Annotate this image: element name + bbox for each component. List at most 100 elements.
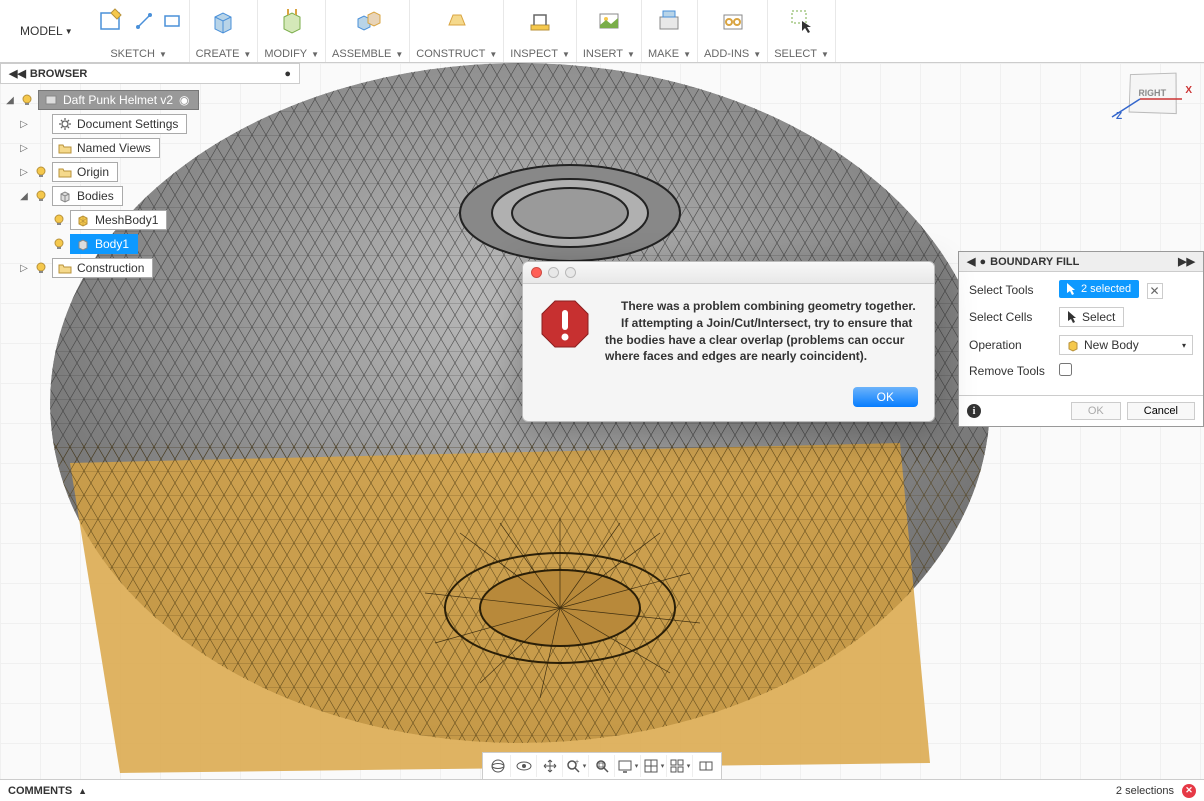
select-group: SELECT▼ (768, 0, 836, 62)
tree-item[interactable]: ▷ Origin (0, 160, 300, 184)
sketch-label[interactable]: SKETCH▼ (110, 48, 167, 60)
viewports-icon[interactable]: ▾ (667, 755, 693, 777)
error-indicator-icon[interactable]: ✕ (1182, 784, 1196, 798)
remove-tools-label: Remove Tools (969, 364, 1059, 378)
display-icon[interactable]: ▾ (615, 755, 641, 777)
lightbulb-icon[interactable] (34, 165, 48, 179)
selection-count: 2 selections (1116, 785, 1174, 797)
tree-item[interactable]: ◢Bodies (0, 184, 300, 208)
lightbulb-icon[interactable] (20, 93, 34, 107)
tree-item[interactable]: MeshBody1 (0, 208, 300, 232)
tree-toggle-icon[interactable]: ▷ (18, 263, 30, 274)
modify-label[interactable]: MODIFY▼ (264, 48, 319, 60)
select-icon[interactable] (786, 5, 818, 37)
addins-icon[interactable] (717, 5, 749, 37)
tree-item-label: Named Views (77, 141, 151, 155)
create-extrude-icon[interactable] (207, 5, 239, 37)
tree-item[interactable]: ▷Construction (0, 256, 300, 280)
operation-label: Operation (969, 338, 1059, 352)
assemble-group: ASSEMBLE▼ (326, 0, 410, 62)
window-zoom-icon (565, 267, 576, 278)
dialog-ok-button[interactable]: OK (853, 387, 918, 407)
make-label[interactable]: MAKE▼ (648, 48, 691, 60)
assemble-label[interactable]: ASSEMBLE▼ (332, 48, 403, 60)
tree-toggle-icon[interactable]: ◢ (4, 95, 16, 106)
folder-icon (57, 140, 73, 156)
lightbulb-icon[interactable] (52, 237, 66, 251)
insert-label[interactable]: INSERT▼ (583, 48, 635, 60)
window-close-icon[interactable] (531, 267, 542, 278)
tree-root[interactable]: ◢ Daft Punk Helmet v2 ◉ (0, 88, 300, 112)
remove-tools-checkbox[interactable] (1059, 363, 1072, 376)
info-icon[interactable]: i (967, 404, 981, 418)
window-minimize-icon (548, 267, 559, 278)
construct-group: CONSTRUCT▼ (410, 0, 504, 62)
alert-stop-icon (539, 298, 591, 350)
boundary-ok-button[interactable]: OK (1071, 402, 1121, 420)
dialog-titlebar[interactable] (523, 262, 934, 284)
modify-group: MODIFY▼ (258, 0, 326, 62)
insert-icon[interactable] (593, 5, 625, 37)
grid-icon[interactable]: ▾ (641, 755, 667, 777)
fit-icon[interactable] (589, 755, 615, 777)
statusbar: COMMENTS ▲ 2 selections ✕ (0, 779, 1204, 801)
construct-icon[interactable] (441, 5, 473, 37)
browser-panel: ◀◀ BROWSER ● ◢ Daft Punk Helmet v2 ◉ ▷Do… (0, 63, 300, 284)
addins-label[interactable]: ADD-INS▼ (704, 48, 761, 60)
viewcube[interactable]: RIGHT X Z (1116, 63, 1196, 133)
zoom-icon[interactable]: +▾ (563, 755, 589, 777)
inspect-label[interactable]: INSPECT▼ (510, 48, 570, 60)
lightbulb-icon[interactable] (34, 261, 48, 275)
select-cells-button[interactable]: Select (1059, 307, 1124, 327)
tree-item[interactable]: ▷Document Settings (0, 112, 300, 136)
boundary-cancel-button[interactable]: Cancel (1127, 402, 1195, 420)
operation-dropdown[interactable]: New Body ▾ (1059, 335, 1193, 355)
assemble-icon[interactable] (352, 5, 384, 37)
panel-expand-icon[interactable]: ▶▶ (1178, 255, 1195, 268)
active-marker-icon: ◉ (179, 93, 189, 107)
sketch-line-icon[interactable] (133, 10, 155, 32)
pan-icon[interactable] (537, 755, 563, 777)
browser-title: BROWSER (30, 68, 87, 80)
tree-item[interactable]: Body1 (0, 232, 300, 256)
create-label[interactable]: CREATE▼ (196, 48, 252, 60)
lightbulb-icon[interactable] (52, 213, 66, 227)
tree-item[interactable]: ▷ Named Views (0, 136, 300, 160)
tree-item-label: Origin (77, 165, 109, 179)
model-button[interactable]: MODEL ▼ (10, 24, 83, 38)
browser-pin-icon[interactable]: ● (284, 68, 291, 80)
insert-group: INSERT▼ (577, 0, 642, 62)
model-label: MODEL (20, 24, 63, 38)
sketch-rect-icon[interactable] (161, 10, 183, 32)
inspect-icon[interactable] (524, 5, 556, 37)
operation-row: Operation New Body ▾ (969, 335, 1193, 355)
select-tools-button[interactable]: 2 selected (1059, 280, 1139, 298)
tree-toggle-icon[interactable]: ▷ (18, 167, 30, 178)
tree-toggle-icon[interactable]: ▷ (18, 119, 30, 130)
svg-text:+: + (575, 759, 579, 766)
select-cells-label: Select Cells (969, 310, 1059, 324)
tree-toggle-icon[interactable]: ▷ (18, 143, 30, 154)
browser-collapse-icon[interactable]: ◀◀ (9, 67, 26, 80)
extend-icon[interactable] (693, 755, 719, 777)
mesh-icon (75, 212, 91, 228)
select-tools-label: Select Tools (969, 283, 1059, 297)
workspace-switcher[interactable]: MODEL ▼ (4, 0, 89, 62)
select-label[interactable]: SELECT▼ (774, 48, 829, 60)
folder-icon (57, 260, 73, 276)
lightbulb-icon[interactable] (34, 189, 48, 203)
comments-label[interactable]: COMMENTS (8, 785, 72, 797)
orbit-icon[interactable] (485, 755, 511, 777)
make-icon[interactable] (653, 5, 685, 37)
comments-expand-icon[interactable]: ▲ (78, 786, 87, 796)
construct-label[interactable]: CONSTRUCT▼ (416, 48, 497, 60)
main-toolbar: MODEL ▼ SKETCH▼ CREATE▼ MODIFY▼ ASSEMBLE… (0, 0, 1204, 63)
look-icon[interactable] (511, 755, 537, 777)
clear-selection-icon[interactable]: ✕ (1147, 283, 1163, 299)
sketch-new-icon[interactable] (95, 5, 127, 37)
tree-item-label: Body1 (95, 237, 129, 251)
navigation-toolbar: +▾ ▾ ▾ ▾ (482, 752, 722, 779)
panel-collapse-icon[interactable]: ◀ (967, 255, 975, 268)
tree-toggle-icon[interactable]: ◢ (18, 191, 30, 202)
modify-icon[interactable] (276, 5, 308, 37)
